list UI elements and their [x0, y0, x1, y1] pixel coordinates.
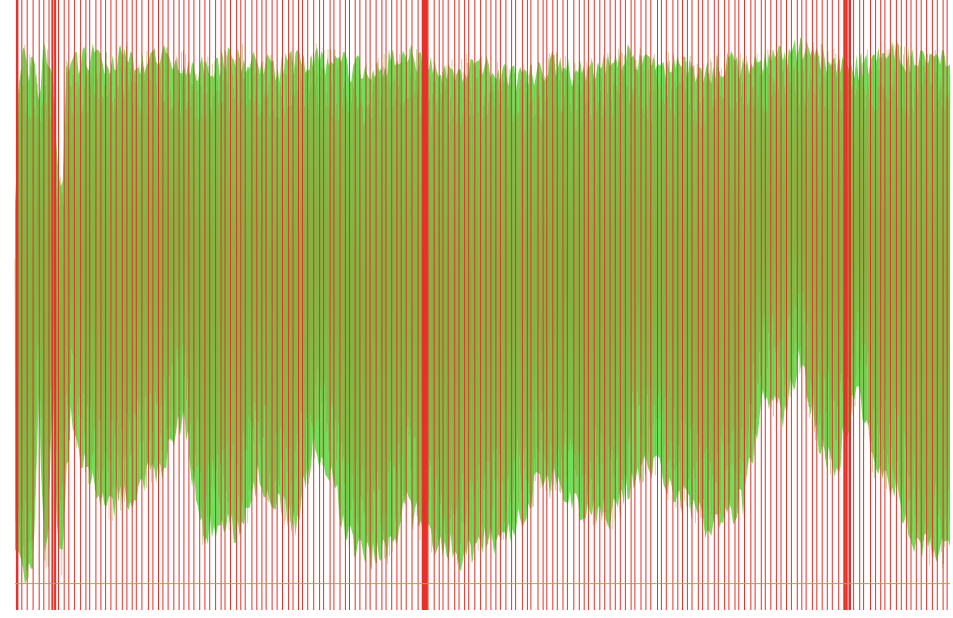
waveform-trace-layer [14, 37, 951, 578]
waveform-trace [14, 37, 951, 578]
marker-lines-layer [15, 0, 948, 610]
